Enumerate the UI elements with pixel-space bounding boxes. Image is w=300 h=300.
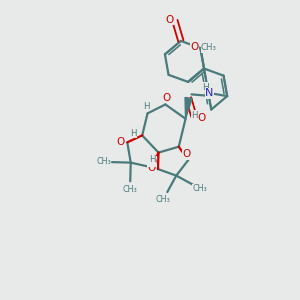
Text: O: O — [147, 164, 155, 173]
Text: O: O — [148, 157, 156, 167]
Text: H: H — [149, 155, 156, 164]
Text: O: O — [165, 15, 174, 25]
Text: CH₃: CH₃ — [201, 44, 217, 52]
Polygon shape — [185, 98, 192, 119]
Text: N: N — [205, 88, 214, 98]
Text: H: H — [202, 83, 209, 92]
Text: CH₃: CH₃ — [96, 158, 111, 166]
Text: O: O — [182, 149, 190, 159]
Text: H: H — [191, 111, 198, 120]
Text: H: H — [143, 102, 149, 111]
Text: O: O — [163, 93, 171, 103]
Text: O: O — [197, 112, 205, 122]
Text: O: O — [190, 42, 199, 52]
Text: CH₃: CH₃ — [193, 184, 207, 193]
Text: H: H — [130, 128, 137, 137]
Text: CH₃: CH₃ — [123, 185, 137, 194]
Text: O: O — [117, 137, 125, 147]
Text: CH₃: CH₃ — [156, 195, 171, 204]
